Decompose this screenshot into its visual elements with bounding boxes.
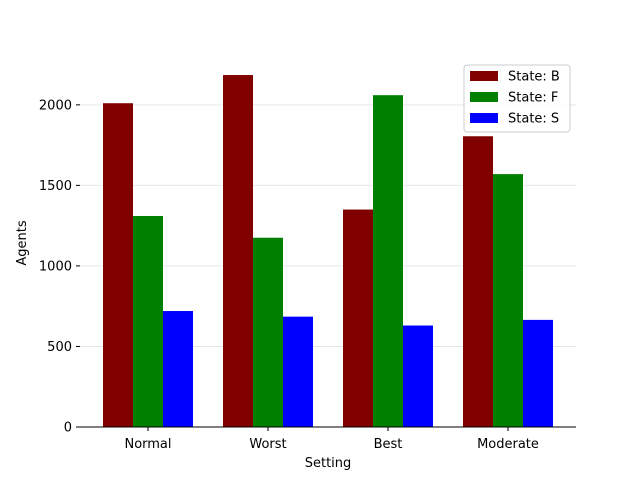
legend: State: B State: F State: S (463, 64, 571, 133)
y-tick-label: 2000 (39, 98, 72, 113)
legend-label: State: B (508, 70, 560, 85)
bar-worst-series-2 (253, 237, 283, 427)
bar-best-series-2 (373, 95, 403, 427)
y-axis-label: Agents (15, 220, 30, 265)
bar-normal-series-3 (163, 311, 193, 427)
x-axis-label: Setting (305, 456, 352, 471)
y-ticks: 0 500 1000 1500 2000 (39, 98, 80, 436)
bar-best-series-3 (403, 325, 433, 427)
bars (103, 75, 553, 428)
legend-swatch (470, 71, 498, 81)
x-tick-label: Normal (124, 437, 171, 452)
legend-swatch (470, 113, 498, 123)
y-tick-label: 0 (64, 421, 72, 436)
x-tick-label: Best (374, 437, 403, 452)
bar-moderate-series-3 (523, 319, 553, 427)
legend-swatch (470, 92, 498, 102)
bar-moderate-series-2 (493, 174, 523, 427)
x-ticks: Normal Worst Best Moderate (124, 427, 539, 452)
y-tick-label: 500 (47, 340, 72, 355)
bar-moderate-series-1 (463, 136, 493, 427)
bar-worst-series-3 (283, 316, 313, 427)
y-tick-label: 1000 (39, 259, 72, 274)
x-tick-label: Moderate (477, 437, 539, 452)
bar-normal-series-2 (133, 215, 163, 427)
y-tick-label: 1500 (39, 179, 72, 194)
x-tick-label: Worst (249, 437, 286, 452)
legend-label: State: F (508, 91, 558, 106)
bar-normal-series-1 (103, 103, 133, 428)
bar-best-series-1 (343, 209, 373, 427)
bar-worst-series-1 (223, 75, 253, 428)
legend-label: State: S (508, 112, 559, 127)
